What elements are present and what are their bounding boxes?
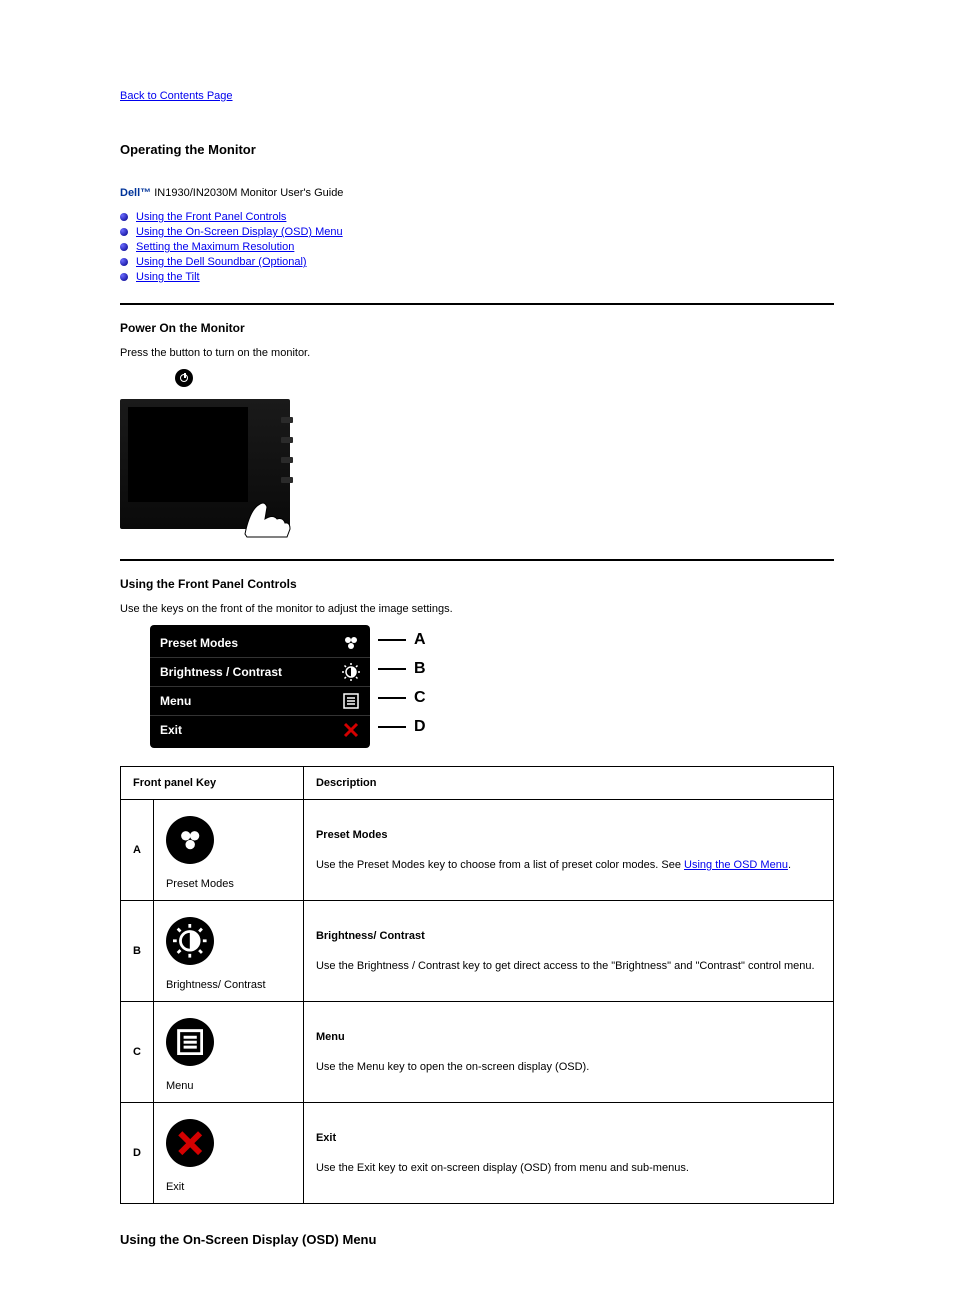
page-root: Back to Contents Page Operating the Moni… — [0, 0, 954, 1295]
table-row: D Exit Exit Use the Exit key to exit on-scr… — [121, 1103, 834, 1204]
table-head-row: Front panel Key Description — [121, 767, 834, 800]
row-letter: D — [121, 1103, 154, 1204]
callout-row: D — [378, 712, 426, 741]
desc-text: Use the Menu key to open the on-screen d… — [316, 1061, 589, 1073]
toc-link[interactable]: Using the Tilt — [136, 271, 200, 283]
exit-icon — [342, 721, 360, 739]
row-description: Exit Use the Exit key to exit on-screen d… — [303, 1103, 833, 1204]
osd-panel: Preset Modes Brightness / Contrast Menu … — [150, 625, 370, 748]
toc-item: Using the Dell Soundbar (Optional) — [120, 256, 834, 268]
osd-row-preset: Preset Modes — [150, 629, 370, 658]
th-control: Front panel Key — [121, 767, 304, 800]
desc-name: Exit — [316, 1132, 821, 1144]
row-icon-cell: Preset Modes — [153, 800, 303, 901]
desc-name: Preset Modes — [316, 829, 821, 841]
brightness-icon — [166, 917, 214, 965]
table-row: BBrightness/ ContrastBrightness/ Contras… — [121, 901, 834, 1002]
osd-menu-heading: Using the On-Screen Display (OSD) Menu — [120, 1232, 834, 1247]
row-letter: C — [121, 1002, 154, 1103]
side-button — [281, 437, 293, 443]
back-to-contents-link[interactable]: Back to Contents Page — [120, 90, 233, 102]
row-description: Preset Modes Use the Preset Modes key to … — [303, 800, 833, 901]
front-panel-heading: Using the Front Panel Controls — [120, 577, 834, 591]
exit-icon — [166, 1119, 214, 1167]
bullet-icon — [120, 213, 128, 221]
osd-row-brightness: Brightness / Contrast — [150, 658, 370, 687]
page-title: Operating the Monitor — [120, 142, 834, 157]
desc-text: Use the Preset Modes key to choose from … — [316, 859, 791, 871]
menu-icon — [342, 692, 360, 710]
row-letter: B — [121, 901, 154, 1002]
osd-row-exit: Exit — [150, 716, 370, 744]
toc-item: Using the Front Panel Controls — [120, 211, 834, 223]
osd-preview: Preset Modes Brightness / Contrast Menu … — [150, 625, 834, 748]
row-icon-cell: Brightness/ Contrast — [153, 901, 303, 1002]
side-button — [281, 457, 293, 463]
section-divider — [120, 303, 834, 305]
callout-row: A — [378, 625, 426, 654]
bullet-icon — [120, 273, 128, 281]
page-title-text: Operating the Monitor — [120, 142, 256, 157]
monitor-illustration — [120, 369, 310, 549]
preset-icon — [342, 634, 360, 652]
callout-letter: A — [414, 631, 426, 649]
bullet-icon — [120, 228, 128, 236]
osd-label: Menu — [160, 694, 191, 708]
bullet-icon — [120, 243, 128, 251]
toc-link[interactable]: Using the Front Panel Controls — [136, 211, 286, 223]
row-description: Menu Use the Menu key to open the on-scre… — [303, 1002, 833, 1103]
control-name: Brightness/ Contrast — [166, 979, 291, 991]
preset-icon — [166, 816, 214, 864]
front-panel-intro: Use the keys on the front of the monitor… — [120, 603, 834, 615]
monitor-screen — [128, 407, 248, 502]
row-icon-cell: Exit — [153, 1103, 303, 1204]
table-row: A Preset Modes Preset Modes Use the Preset … — [121, 800, 834, 901]
osd-label: Preset Modes — [160, 636, 238, 650]
power-on-instruction: Press the button to turn on the monitor. — [120, 347, 834, 359]
desc-link[interactable]: Using the OSD Menu — [684, 859, 788, 871]
desc-text: Use the Exit key to exit on-screen displ… — [316, 1162, 689, 1174]
menu-icon — [166, 1018, 214, 1066]
brightness-icon — [342, 663, 360, 681]
callout-column: A B C D — [378, 625, 426, 741]
side-button — [281, 477, 293, 483]
osd-label: Exit — [160, 723, 182, 737]
control-name: Menu — [166, 1080, 291, 1092]
side-button — [281, 417, 293, 423]
model-suffix: IN1930/IN2030M Monitor User's Guide — [151, 187, 343, 199]
row-icon-cell: Menu — [153, 1002, 303, 1103]
toc-link[interactable]: Using the Dell Soundbar (Optional) — [136, 256, 307, 268]
toc-link[interactable]: Using the On-Screen Display (OSD) Menu — [136, 226, 343, 238]
dell-brand: Dell™ — [120, 187, 151, 199]
callout-row: C — [378, 683, 426, 712]
osd-row-menu: Menu — [150, 687, 370, 716]
callout-row: B — [378, 654, 426, 683]
row-letter: A — [121, 800, 154, 901]
desc-name: Menu — [316, 1031, 821, 1043]
callout-letter: C — [414, 689, 426, 707]
desc-text: Use the Brightness / Contrast key to get… — [316, 960, 815, 972]
monitor-body — [120, 399, 290, 529]
callout-letter: B — [414, 660, 426, 678]
product-line: Dell™ IN1930/IN2030M Monitor User's Guid… — [120, 187, 834, 199]
bullet-icon — [120, 258, 128, 266]
section-divider — [120, 559, 834, 561]
th-desc: Description — [303, 767, 833, 800]
osd-label: Brightness / Contrast — [160, 665, 282, 679]
callout-letter: D — [414, 718, 426, 736]
controls-table: Front panel Key Description A Preset Mode… — [120, 766, 834, 1204]
table-of-contents: Using the Front Panel Controls Using the… — [120, 211, 834, 283]
power-on-heading: Power On the Monitor — [120, 321, 834, 335]
toc-item: Setting the Maximum Resolution — [120, 241, 834, 253]
desc-name: Brightness/ Contrast — [316, 930, 821, 942]
power-icon — [175, 369, 193, 387]
control-name: Preset Modes — [166, 878, 291, 890]
row-description: Brightness/ Contrast Use the Brightness /… — [303, 901, 833, 1002]
table-row: C Menu Menu Use the Menu key to open the on… — [121, 1002, 834, 1103]
toc-item: Using the Tilt — [120, 271, 834, 283]
toc-item: Using the On-Screen Display (OSD) Menu — [120, 226, 834, 238]
toc-link[interactable]: Setting the Maximum Resolution — [136, 241, 294, 253]
control-name: Exit — [166, 1181, 291, 1193]
finger-illustration — [235, 489, 295, 539]
